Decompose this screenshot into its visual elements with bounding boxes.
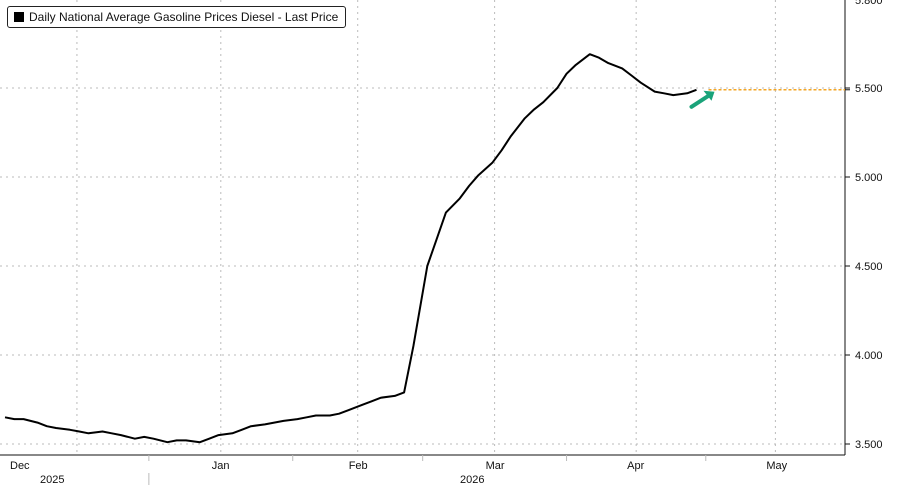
x-year-label: 2025 [40,474,64,485]
y-tick-label: 5.500 [855,83,883,95]
y-tick-label: 4.500 [855,261,883,273]
y-tick-label-top: 5.800 [855,0,883,7]
axes [0,0,850,485]
x-month-label: Jan [212,460,230,472]
last-price-arrow-icon [689,90,715,109]
series-line [4,53,697,444]
legend-swatch-icon [14,12,24,22]
x-month-label: Apr [627,460,644,472]
series-marks [4,53,845,444]
legend: Daily National Average Gasoline Prices D… [7,6,347,28]
grid-lines [0,0,845,455]
x-year-label: 2026 [460,474,484,485]
x-month-label: Dec [10,460,30,472]
tick-labels: 3.500 4.000 4.500 5.000 5.500 5.800 Dec Jan Feb M… [10,0,883,485]
x-month-label: Feb [349,460,368,472]
arrow-head [703,90,715,101]
legend-label: Daily National Average Gasoline Prices D… [29,10,339,24]
y-tick-label: 3.500 [855,439,883,451]
y-tick-label: 5.000 [855,172,883,184]
arrow-shaft [689,93,711,109]
x-month-label: May [766,460,787,472]
y-tick-label: 4.000 [855,350,883,362]
x-month-label: Mar [486,460,505,472]
